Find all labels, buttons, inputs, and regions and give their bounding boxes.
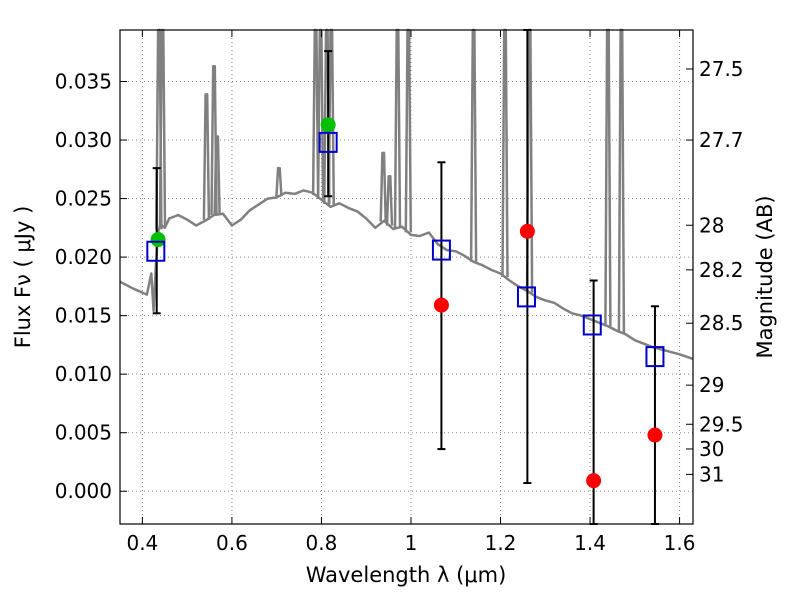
model photometry-box (645, 346, 665, 368)
emission-line (202, 93, 211, 220)
emission-line (385, 175, 394, 226)
y-axis-label: Flux Fν ( μJy ) (11, 206, 35, 349)
x-tick-label: 1 (405, 531, 418, 555)
x-tick-label: 1.4 (574, 531, 606, 555)
y-tick-label: 0.005 (55, 421, 112, 445)
emission-line (379, 151, 387, 222)
markers-layer (146, 117, 665, 489)
magnitude-tick-label: 31 (699, 462, 724, 486)
magnitude-tick-label: 28.2 (699, 258, 744, 282)
magnitude-tick-label: 28.5 (699, 311, 744, 335)
non-detected-point (586, 473, 602, 489)
y-tick-label: 0.035 (55, 70, 112, 94)
plot-frame (119, 29, 694, 525)
y-tick-label: 0.025 (55, 187, 112, 211)
magnitude-tick-label: 27.5 (699, 57, 744, 81)
y-tick-label: 0.020 (55, 245, 112, 269)
non-detected-point (433, 297, 449, 313)
detected-point (320, 117, 336, 133)
model-spectrum-line (119, 189, 694, 361)
x-tick-label: 1.2 (485, 531, 517, 555)
magnitude-tick-label: 29.5 (699, 412, 744, 436)
magnitude-tick-label: 27.7 (699, 128, 744, 152)
detected-point (150, 232, 166, 248)
ticks-layer: 0.4 0.6 0.8 1 1.2 1.4 1.6 0.000 0.005 0.010 0.015 0… (55, 30, 744, 555)
model photometry-box (146, 240, 166, 262)
magnitude-tick-label: 28 (699, 213, 724, 237)
model photometry-box (431, 239, 451, 261)
x-tick-label: 0.6 (216, 531, 248, 555)
y-tick-label: 0.010 (55, 362, 112, 386)
non-detected-point (647, 427, 663, 443)
magnitude-axis-label: Magnitude (AB) (753, 195, 777, 358)
magnitude-tick-label: 29 (699, 373, 724, 397)
x-tick-label: 0.8 (306, 531, 338, 555)
x-axis-label: Wavelength λ (μm) (306, 563, 507, 587)
y-tick-label: 0.000 (55, 479, 112, 503)
magnitude-tick-label: 30 (699, 437, 724, 461)
x-tick-label: 0.4 (126, 531, 158, 555)
emission-line (275, 166, 283, 197)
y-tick-label: 0.030 (55, 128, 112, 152)
emission-line (213, 135, 221, 215)
non-detected-point (519, 223, 535, 239)
x-tick-label: 1.6 (664, 531, 696, 555)
model photometry-box (318, 131, 338, 153)
model photometry-box (516, 286, 536, 308)
model photometry-box (582, 314, 602, 336)
y-tick-label: 0.015 (55, 304, 112, 328)
